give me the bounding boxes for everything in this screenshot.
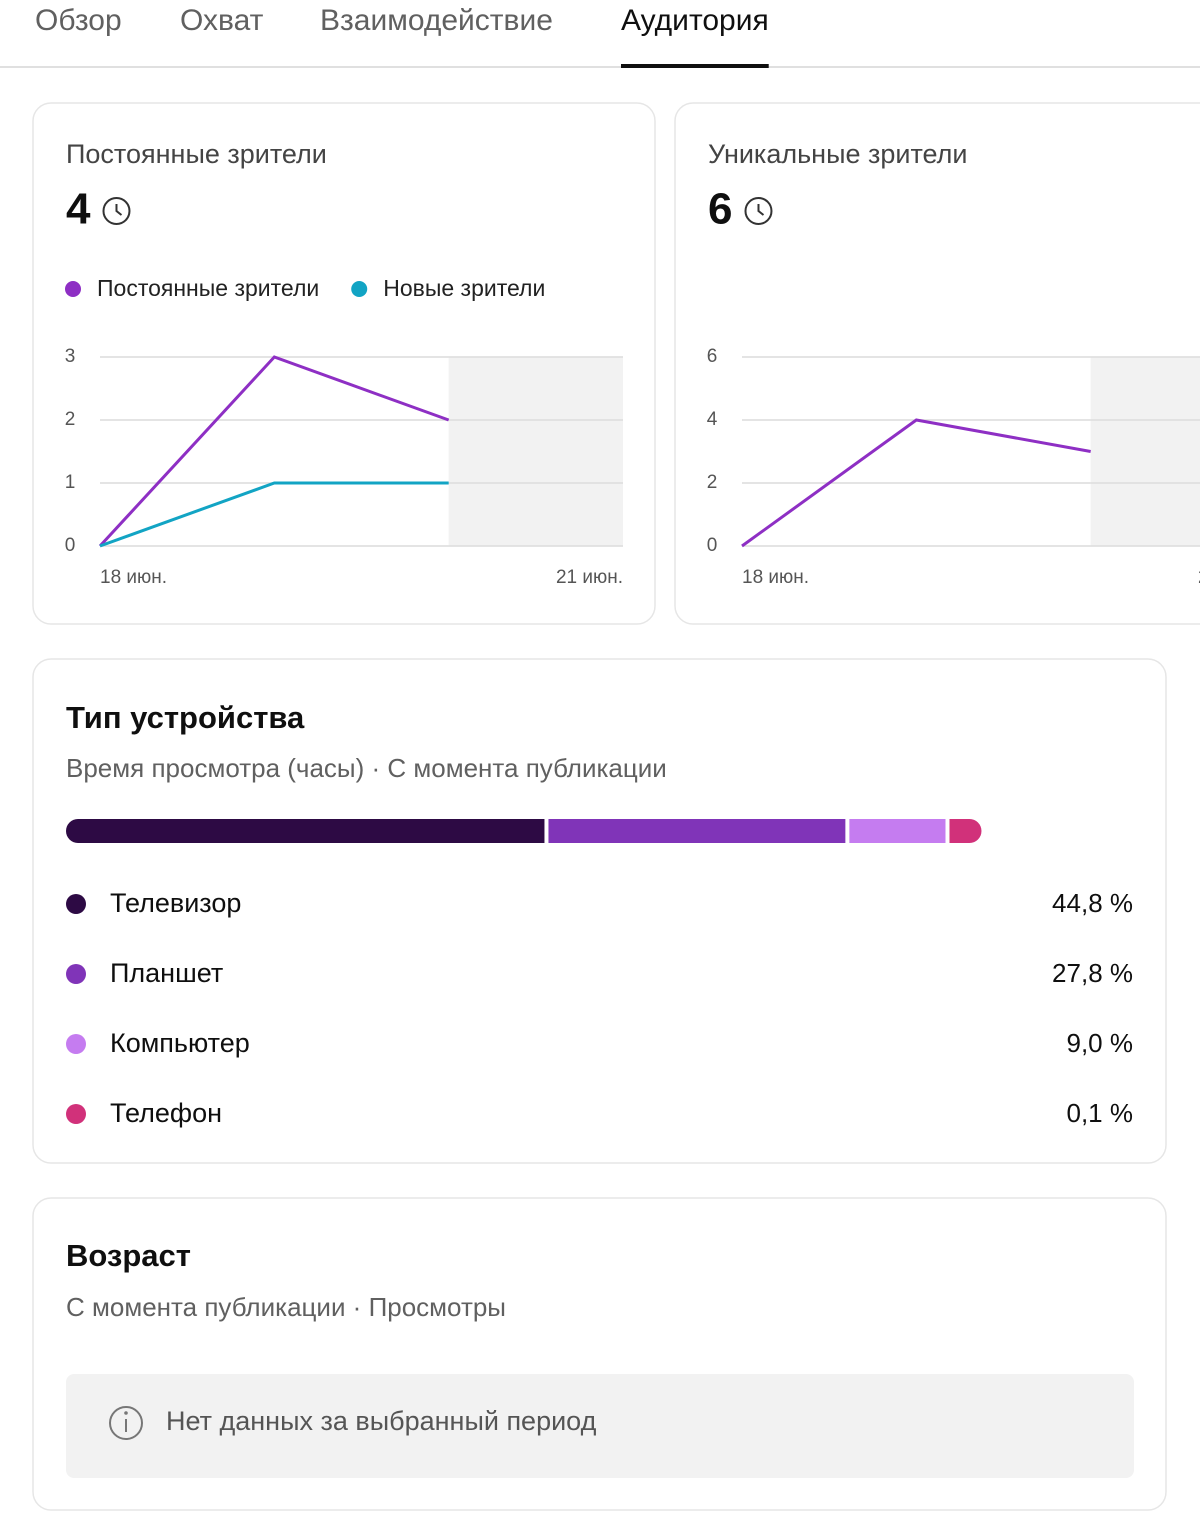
tab[interactable]: Аудитория	[621, 4, 769, 37]
device-label: Планшет	[110, 958, 223, 988]
y-tick-label: 4	[707, 409, 718, 430]
incomplete-period	[448, 357, 623, 546]
clock-icon	[744, 197, 773, 225]
legend-dot	[66, 964, 86, 984]
device-label: Телефон	[110, 1098, 222, 1128]
device-value: 44,8 %	[1052, 888, 1133, 918]
tab-underline	[621, 64, 769, 68]
metric-value: 6	[708, 185, 732, 234]
bar-segment	[548, 819, 846, 843]
y-tick-label: 3	[65, 346, 76, 367]
card	[674, 102, 1200, 625]
legend-label: Постоянные зрители	[97, 275, 319, 301]
clock-hand	[757, 204, 765, 216]
y-tick-label: 2	[65, 409, 76, 430]
y-tick-label: 0	[707, 535, 718, 556]
card-title: Уникальные зрители	[708, 139, 968, 169]
card-title: Тип устройства	[66, 700, 305, 735]
tab[interactable]: Обзор	[35, 4, 122, 37]
line-series	[99, 481, 449, 548]
y-tick-label: 6	[707, 346, 718, 367]
tab[interactable]: Взаимодействие	[320, 4, 553, 37]
card-subtitle: С момента публикации · Просмотры	[66, 1292, 506, 1322]
y-tick-label: 1	[65, 472, 76, 493]
info-icon	[109, 1406, 143, 1440]
card	[32, 658, 1167, 1164]
x-tick-label: 21 июн.	[1198, 567, 1200, 588]
x-tick-label: 18 июн.	[742, 567, 809, 588]
info-dot	[124, 1411, 128, 1415]
x-tick-label: 21 июн.	[556, 567, 623, 588]
card-title: Постоянные зрители	[66, 139, 327, 169]
metric-value: 4	[66, 185, 91, 234]
device-label: Телевизор	[110, 888, 241, 918]
legend-label: Новые зрители	[383, 275, 545, 301]
clock-hand	[115, 204, 123, 216]
stacked-bar	[66, 819, 982, 843]
y-tick-label: 0	[65, 535, 76, 556]
tab[interactable]: Охват	[180, 4, 264, 37]
legend-dot	[66, 894, 86, 914]
bar-segment	[949, 819, 982, 843]
line-series	[741, 418, 1091, 548]
empty-box	[66, 1374, 1134, 1478]
device-value: 0,1 %	[1067, 1098, 1134, 1128]
card-title: Возраст	[66, 1238, 191, 1273]
legend-dot	[351, 281, 368, 297]
line-series	[98, 355, 450, 548]
y-tick-label: 2	[707, 472, 718, 493]
device-value: 9,0 %	[1067, 1028, 1134, 1058]
device-value: 27,8 %	[1052, 958, 1133, 988]
legend-dot	[66, 1104, 86, 1124]
x-tick-label: 18 июн.	[100, 567, 167, 588]
device-label: Компьютер	[110, 1028, 250, 1058]
bar-segment	[66, 819, 545, 843]
clock-icon	[102, 197, 131, 225]
legend-dot	[66, 1034, 86, 1054]
incomplete-period	[1090, 357, 1200, 546]
bar-segment	[849, 819, 946, 843]
empty-message: Нет данных за выбранный период	[166, 1406, 597, 1436]
card-subtitle: Время просмотра (часы) · С момента публи…	[66, 753, 667, 783]
legend-dot	[65, 281, 81, 297]
